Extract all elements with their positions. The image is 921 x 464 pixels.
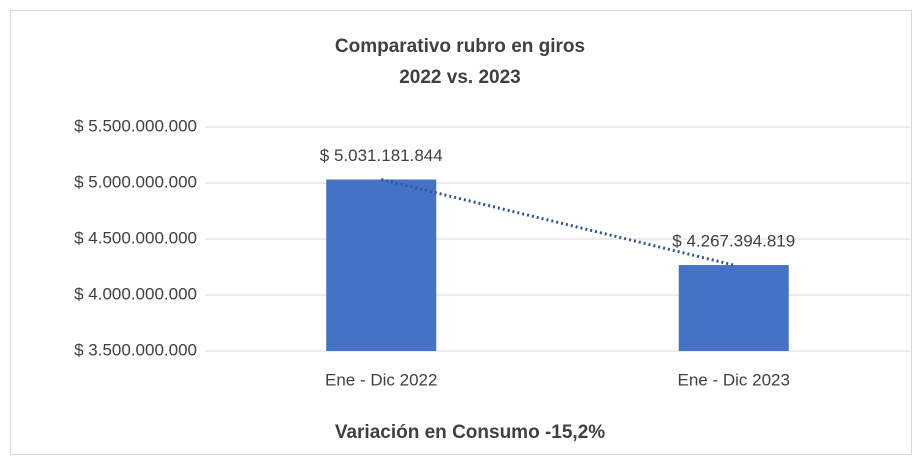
data-label: $ 4.267.394.819 [672, 232, 795, 251]
chart-title: 2022 vs. 2023 [399, 67, 521, 88]
data-label: $ 5.031.181.844 [320, 146, 443, 165]
y-tick-label: $ 5.000.000.000 [74, 172, 197, 191]
chart-border [10, 10, 912, 455]
chart-title: Comparativo rubro en giros [335, 36, 585, 57]
x-tick-label: Ene - Dic 2022 [325, 370, 437, 389]
y-tick-label: $ 3.500.000.000 [74, 340, 197, 359]
trendline [380, 178, 735, 267]
y-tick-label: $ 4.500.000.000 [74, 228, 197, 247]
bar [326, 179, 437, 351]
y-tick-label: $ 5.500.000.000 [74, 116, 197, 135]
x-tick-label: Ene - Dic 2023 [678, 370, 790, 389]
y-tick-label: $ 4.000.000.000 [74, 284, 197, 303]
x-axis-label: Variación en Consumo -15,2% [335, 422, 605, 443]
bar [678, 265, 789, 351]
